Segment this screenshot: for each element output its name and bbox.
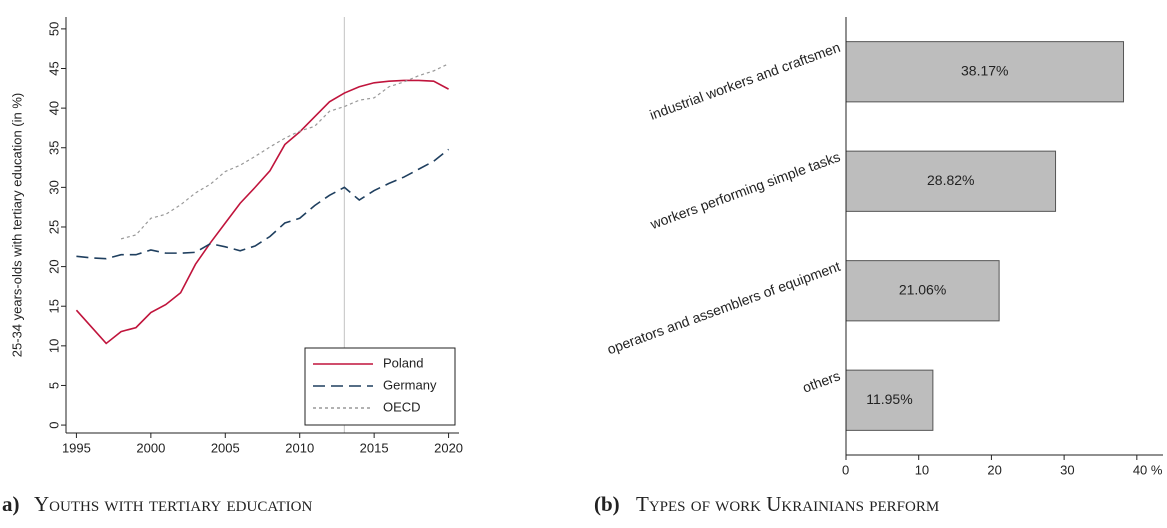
line-series xyxy=(120,63,449,240)
category-label: operators and assemblers of equipment xyxy=(605,258,842,357)
y-tick-label: 0 xyxy=(46,421,61,428)
x-tick-label: 2000 xyxy=(136,440,165,455)
caption-label: a) xyxy=(2,492,20,516)
y-tick-label: 50 xyxy=(46,22,61,36)
y-tick-label: 40 xyxy=(46,101,61,115)
x-tick-label: 2015 xyxy=(360,440,389,455)
bar xyxy=(845,150,1057,212)
bar xyxy=(845,41,1125,103)
category-label: others xyxy=(800,367,842,395)
y-tick-label: 25 xyxy=(46,220,61,234)
legend-label: OECD xyxy=(383,399,421,414)
x-tick-label: 1995 xyxy=(62,440,91,455)
y-tick-label: 15 xyxy=(46,299,61,313)
y-tick-label: 30 xyxy=(46,180,61,194)
x-tick-label: 10 xyxy=(915,462,929,477)
x-tick-label: 30 xyxy=(1060,462,1074,477)
line-series xyxy=(76,148,450,260)
bar xyxy=(845,260,1000,322)
value-label: 11.95% xyxy=(866,391,912,407)
bar xyxy=(845,369,934,431)
legend-box xyxy=(304,347,456,426)
x-tick-label: 0 xyxy=(842,462,849,477)
x-tick-label: 2020 xyxy=(434,440,463,455)
line-series xyxy=(75,79,449,345)
legend-label: Germany xyxy=(383,377,437,392)
y-tick-label: 20 xyxy=(46,259,61,273)
category-label: workers performing simple tasks xyxy=(647,148,842,232)
x-tick-label: 20 xyxy=(987,462,1001,477)
x-tick-label: 2010 xyxy=(285,440,314,455)
y-tick-label: 35 xyxy=(46,141,61,155)
x-tick-label: 2005 xyxy=(211,440,240,455)
y-axis-title: 25-34 years-olds with tertiary education… xyxy=(9,93,24,357)
value-label: 21.06% xyxy=(899,281,946,297)
y-tick-label: 10 xyxy=(46,339,61,353)
value-label: 38.17% xyxy=(961,62,1008,78)
caption: Youths with tertiary education xyxy=(34,492,312,516)
x-tick-label: 40 % xyxy=(1133,462,1163,477)
caption-label: (b) xyxy=(594,492,620,516)
value-label: 28.82% xyxy=(927,172,974,188)
category-label: industrial workers and craftsmen xyxy=(647,39,842,123)
y-tick-label: 5 xyxy=(46,382,61,389)
y-tick-label: 45 xyxy=(46,61,61,75)
caption: Types of work Ukrainians perform xyxy=(636,492,939,516)
legend-label: Poland xyxy=(383,355,423,370)
